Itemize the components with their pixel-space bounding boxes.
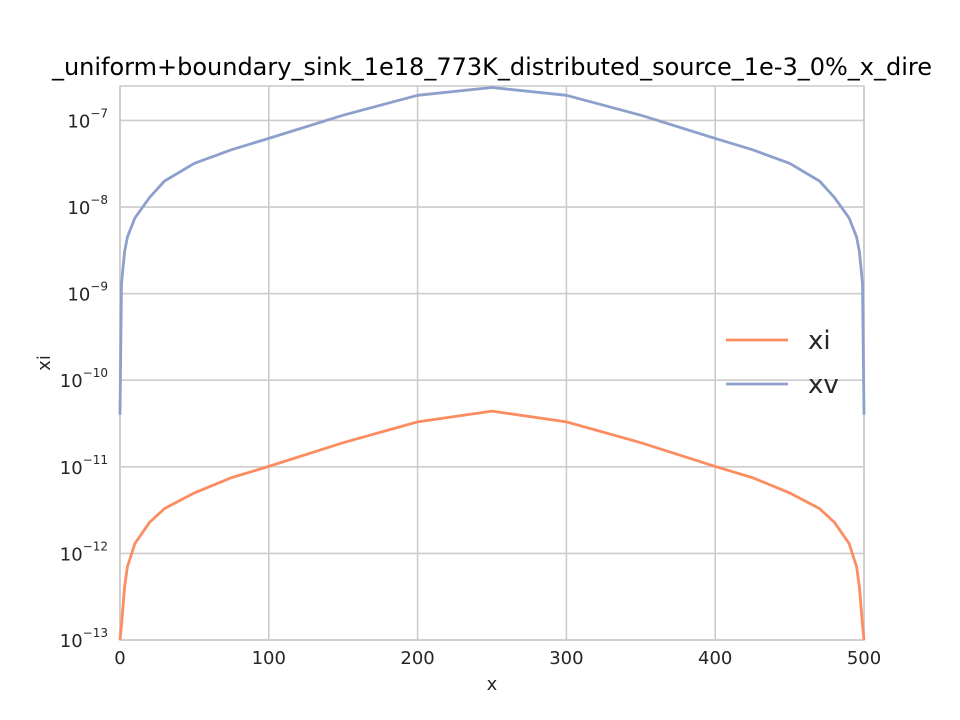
plot-area [120,86,864,640]
y-axis-label: xi [34,355,55,371]
series-line-xv [118,86,866,415]
legend-label-xi: xi [808,326,831,356]
x-tick-label: 500 [847,648,881,669]
legend: xi xv [726,326,839,400]
chart-title: _uniform+boundary_sink_1e18_773K_distrib… [51,53,932,81]
x-tick-label: 0 [114,648,125,669]
x-axis-label: x [487,674,498,695]
y-tick-label: 10−9 [67,280,108,306]
y-tick-label: 10−11 [60,453,108,479]
x-axis-ticks: 0 100 200 300 400 500 [114,648,881,669]
series-line-xi [118,409,866,641]
y-tick-label: 10−7 [67,106,108,132]
series-layer [118,86,866,641]
x-tick-label: 100 [252,648,286,669]
x-tick-label: 400 [698,648,732,669]
y-axis-ticks: 10−13 10−12 10−11 10−10 10−9 10−8 10−7 [60,106,108,652]
legend-label-xv: xv [808,370,839,400]
y-tick-label: 10−12 [60,539,108,565]
y-tick-label: 10−10 [60,366,108,392]
x-tick-label: 300 [549,648,583,669]
y-tick-label: 10−13 [60,626,108,652]
y-tick-label: 10−8 [67,193,108,219]
x-tick-label: 200 [400,648,434,669]
